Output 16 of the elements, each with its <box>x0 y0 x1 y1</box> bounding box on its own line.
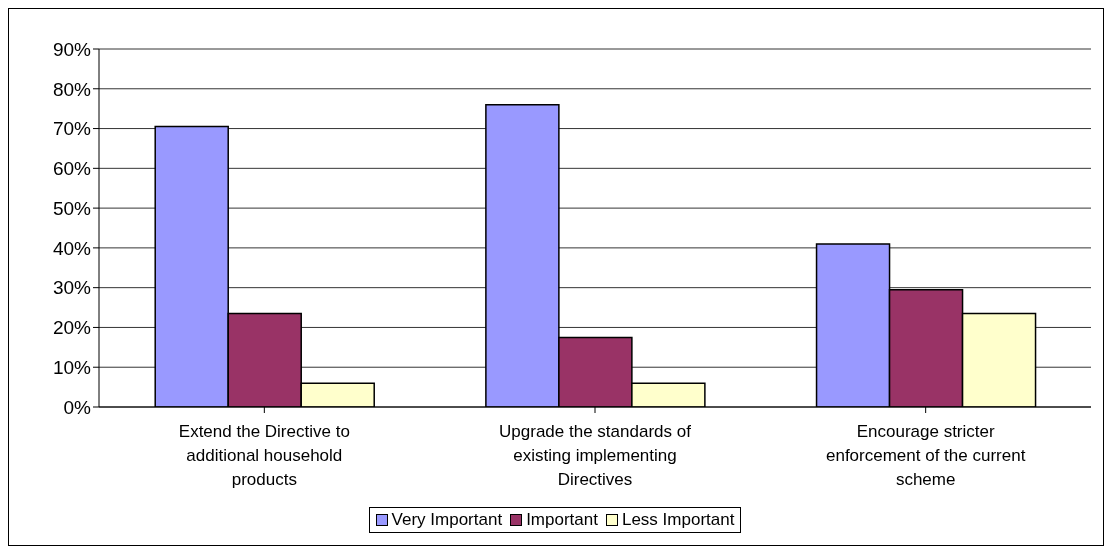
y-tick-label: 60% <box>52 158 92 180</box>
x-tick-label: Extend the Directive to additional household products <box>178 422 350 489</box>
legend-label: Less Important <box>620 510 735 530</box>
y-tick-label: 70% <box>52 118 92 140</box>
y-tick-label: 20% <box>52 317 92 339</box>
y-tick-label: 30% <box>52 277 92 299</box>
legend-label: Important <box>525 510 598 530</box>
legend-label: Very Important <box>390 510 503 530</box>
y-tick-label: 40% <box>52 237 92 259</box>
y-tick-label: 10% <box>52 356 92 378</box>
y-tick-label: 50% <box>52 197 92 219</box>
x-tick-label: Upgrade the standards of existing implementing Directives <box>499 422 692 489</box>
y-tick-label: 90% <box>52 38 92 60</box>
y-tick-label: 80% <box>52 78 92 100</box>
x-tick-label: Encourage stricter enforcement of the current scheme <box>825 422 1026 489</box>
y-tick-label: 0% <box>63 396 92 418</box>
